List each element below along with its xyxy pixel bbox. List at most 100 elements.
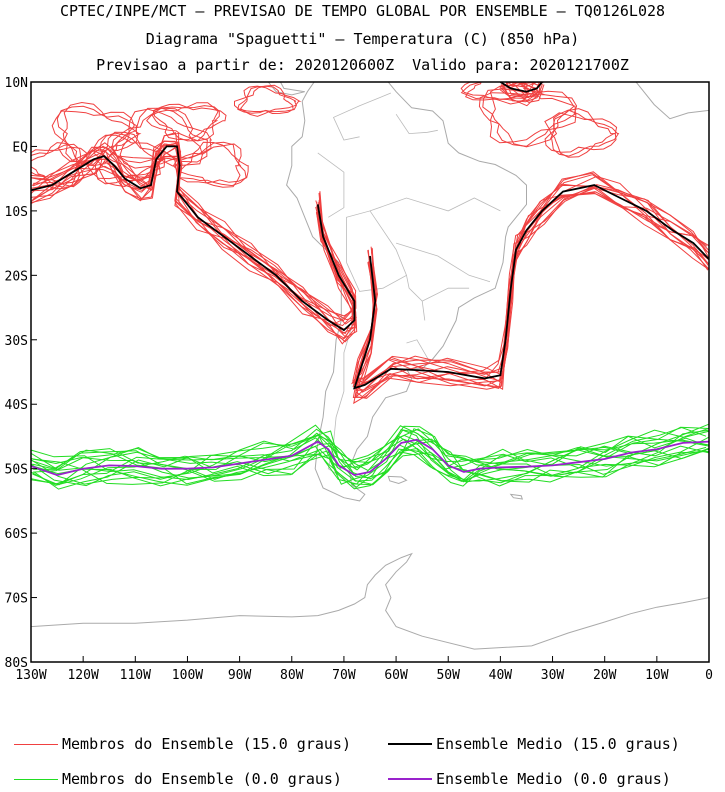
lat-label: 30S bbox=[5, 334, 28, 349]
lon-label: 50W bbox=[436, 668, 460, 683]
coastline-south-georgia bbox=[509, 493, 524, 500]
country-border bbox=[406, 275, 426, 321]
member-0-contour bbox=[31, 423, 709, 487]
country-border bbox=[369, 197, 501, 212]
country-border bbox=[332, 92, 392, 141]
member-15-closed-contour bbox=[87, 131, 161, 180]
legend-mean-15: Ensemble Medio (15.0 graus) bbox=[388, 735, 680, 753]
lon-label: 20W bbox=[593, 668, 617, 683]
coastline-central-america bbox=[267, 82, 305, 96]
member-15-closed-contour bbox=[237, 85, 297, 114]
member-15-closed-contour bbox=[478, 90, 575, 148]
coastline-antarctic-peninsula bbox=[31, 552, 709, 662]
member-15-contour bbox=[31, 142, 355, 335]
lat-label: 70S bbox=[5, 592, 28, 607]
mean-0-contour bbox=[31, 438, 709, 477]
lat-label: 10S bbox=[5, 205, 28, 220]
lon-label: 70W bbox=[332, 668, 356, 683]
member-15-contour bbox=[353, 191, 708, 387]
member-0-contour bbox=[32, 425, 709, 487]
member-15-contour bbox=[355, 184, 709, 399]
map-title-line-2: Diagrama "Spaguetti" – Temperatura (C) (… bbox=[145, 30, 580, 48]
lat-label: 10N bbox=[5, 76, 28, 91]
lat-label: EQ bbox=[12, 140, 28, 155]
member-15-closed-contour bbox=[239, 85, 302, 117]
member-15-closed-contour bbox=[550, 109, 620, 157]
legend-mean-0: Ensemble Medio (0.0 graus) bbox=[388, 770, 671, 788]
legend-swatch-mean-15 bbox=[388, 743, 432, 745]
country-border bbox=[346, 210, 408, 292]
ensemble-mean-layer bbox=[31, 82, 709, 477]
member-15-closed-contour bbox=[111, 107, 203, 167]
legend-swatch-members-0 bbox=[14, 778, 58, 780]
member-15-closed-contour bbox=[460, 82, 529, 105]
member-15-closed-contour bbox=[146, 102, 219, 142]
member-0-contour bbox=[32, 424, 709, 487]
lon-label: 30W bbox=[541, 668, 565, 683]
legend-swatch-members-15 bbox=[14, 743, 58, 745]
member-15-closed-contour bbox=[172, 143, 242, 188]
country-border bbox=[317, 152, 345, 218]
member-15-closed-contour bbox=[544, 108, 617, 153]
ensemble-members-15-layer bbox=[31, 82, 709, 405]
member-15-closed-contour bbox=[152, 103, 227, 141]
country-border bbox=[395, 113, 438, 135]
lat-label: 20S bbox=[5, 269, 28, 284]
member-0-contour bbox=[31, 429, 709, 485]
map-frame bbox=[30, 81, 710, 663]
coastline-caribbean-2 bbox=[266, 0, 318, 19]
mean-15-contour bbox=[353, 184, 709, 390]
lon-label: 100W bbox=[172, 668, 203, 683]
map-title-line-3: Previsao a partir de: 2020120600Z Valido… bbox=[96, 56, 629, 74]
member-15-closed-contour bbox=[31, 142, 85, 188]
coastline-south-america bbox=[286, 82, 527, 502]
lat-label: 40S bbox=[5, 398, 28, 413]
ensemble-members-0-layer bbox=[31, 423, 709, 490]
legend-label-members-0: Membros do Ensemble (0.0 graus) bbox=[62, 770, 342, 788]
legend-swatch-mean-0 bbox=[388, 778, 432, 780]
lon-label: 130W bbox=[15, 668, 46, 683]
member-15-closed-contour bbox=[93, 134, 165, 188]
lon-label: 110W bbox=[120, 668, 151, 683]
member-15-closed-contour bbox=[465, 82, 539, 101]
member-15-closed-contour bbox=[31, 146, 88, 190]
member-15-closed-contour bbox=[119, 108, 213, 169]
lon-label: 10W bbox=[645, 668, 669, 683]
lon-label: 40W bbox=[489, 668, 513, 683]
country-border bbox=[422, 287, 470, 302]
coastline-africa-west bbox=[635, 82, 709, 120]
coastline-falklands bbox=[387, 475, 408, 485]
member-15-closed-contour bbox=[94, 132, 166, 185]
coastlines-layer bbox=[31, 0, 709, 662]
member-15-closed-contour bbox=[234, 84, 294, 115]
lon-label: 120W bbox=[67, 668, 98, 683]
lat-label: 60S bbox=[5, 527, 28, 542]
member-15-closed-contour bbox=[460, 82, 534, 102]
member-15-closed-contour bbox=[57, 101, 141, 163]
legend-label-mean-0: Ensemble Medio (0.0 graus) bbox=[436, 770, 671, 788]
country-border bbox=[395, 242, 491, 283]
coastline-caribbean-1 bbox=[321, 19, 352, 31]
map-title-line-1: CPTEC/INPE/MCT – PREVISAO DE TEMPO GLOBA… bbox=[59, 2, 666, 20]
lon-label: 0 bbox=[705, 668, 713, 683]
member-15-closed-contour bbox=[31, 143, 82, 188]
lon-label: 90W bbox=[228, 668, 252, 683]
mean-15-contour bbox=[499, 82, 543, 93]
legend-label-members-15: Membros do Ensemble (15.0 graus) bbox=[62, 735, 351, 753]
member-15-contour bbox=[350, 192, 709, 390]
country-border bbox=[406, 339, 431, 363]
member-15-closed-contour bbox=[544, 112, 618, 158]
legend-members-0: Membros do Ensemble (0.0 graus) bbox=[14, 770, 342, 788]
lat-label: 80S bbox=[5, 656, 28, 671]
lon-label: 80W bbox=[280, 668, 304, 683]
mean-15-contour bbox=[31, 145, 356, 332]
legend-label-mean-15: Ensemble Medio (15.0 graus) bbox=[436, 735, 680, 753]
lon-label: 60W bbox=[384, 668, 408, 683]
legend-members-15: Membros do Ensemble (15.0 graus) bbox=[14, 735, 351, 753]
member-15-closed-contour bbox=[152, 105, 220, 142]
member-0-contour bbox=[31, 432, 709, 485]
lat-label: 50S bbox=[5, 463, 28, 478]
member-15-contour bbox=[354, 171, 709, 392]
